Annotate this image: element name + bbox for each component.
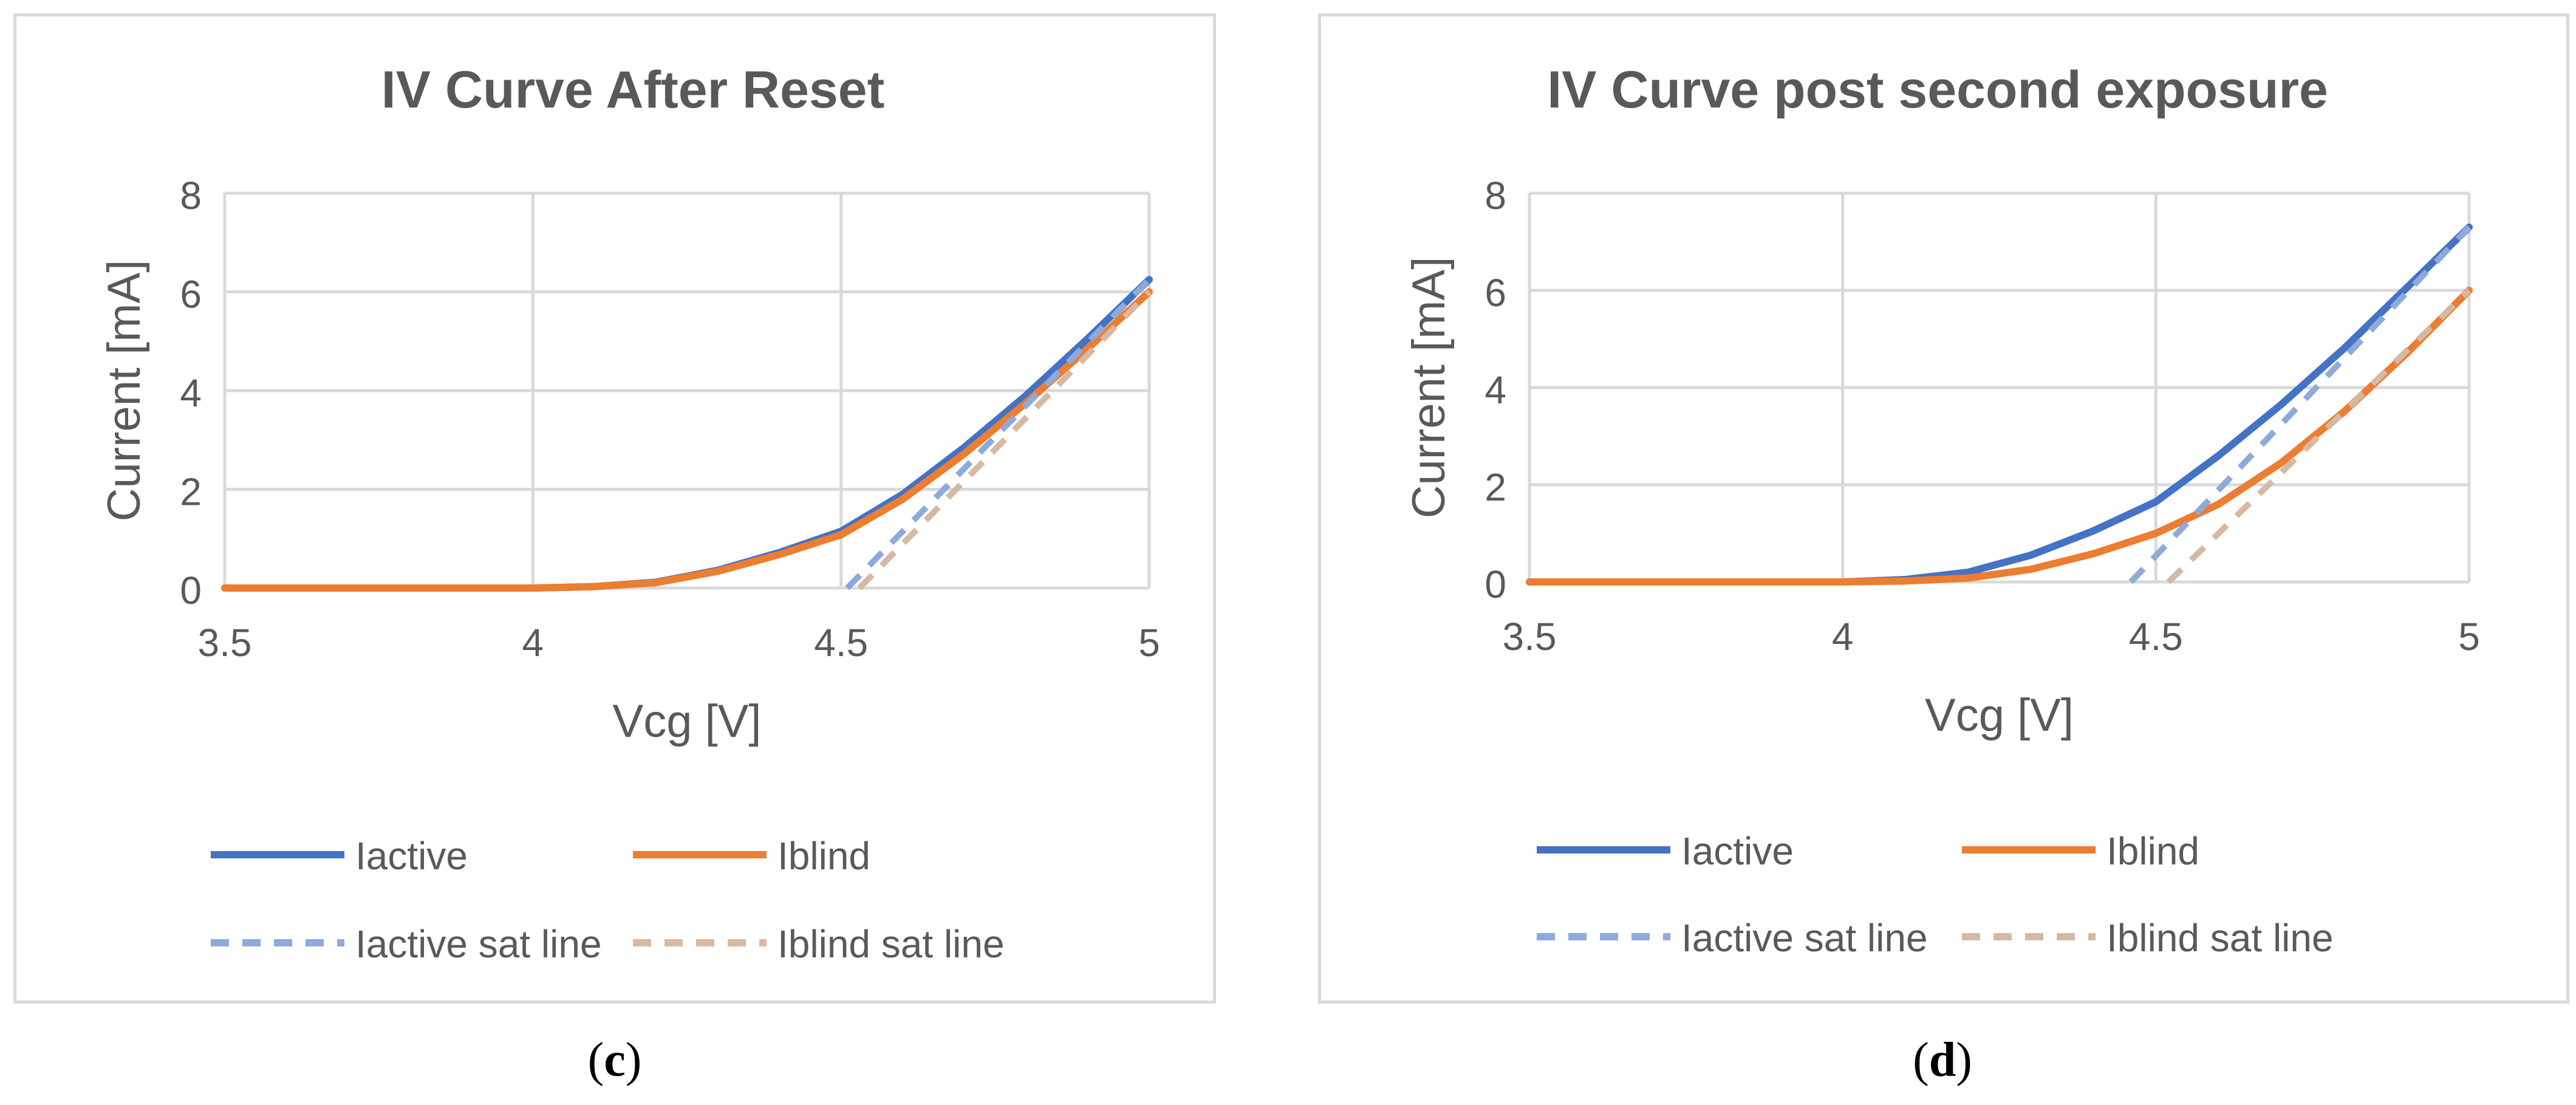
x-tick-label: 3.5: [1503, 615, 1557, 659]
legend-label: Iactive sat line: [355, 922, 602, 966]
x-tick-label: 3.5: [198, 621, 252, 665]
y-tick-label: 4: [180, 371, 202, 415]
y-axis-label: Current [mA]: [1403, 257, 1455, 519]
y-tick-label: 6: [1484, 271, 1506, 315]
legend-label: Iblind sat line: [2106, 916, 2334, 960]
x-axis-label: Vcg [V]: [613, 696, 762, 747]
series-line-iactive: [1526, 224, 2473, 586]
y-tick-label: 2: [180, 470, 202, 514]
legend-label: Iblind sat line: [777, 922, 1005, 966]
series-line-iblind-sat-line: [2166, 288, 2472, 584]
series-line-iactive-sat-line: [845, 277, 1152, 590]
x-tick-label: 4.5: [2129, 615, 2183, 659]
y-tick-label: 6: [180, 273, 202, 316]
y-tick-label: 4: [1484, 368, 1506, 412]
caption-d: (d): [1913, 1033, 1972, 1087]
series-line-iblind: [221, 288, 1153, 592]
chart-title: IV Curve post second exposure: [1547, 61, 2328, 119]
legend-label: Iactive: [1681, 829, 1794, 873]
y-axis-label: Current [mA]: [98, 260, 150, 522]
series-line-iblind-sat-line: [857, 290, 1152, 590]
caption-c-letter: c: [604, 1033, 626, 1087]
legend-label: Iactive: [355, 834, 468, 878]
x-tick-label: 4.5: [814, 621, 868, 665]
series-line-iactive: [221, 276, 1153, 592]
y-tick-label: 8: [1484, 174, 1506, 217]
x-tick-label: 5: [1138, 621, 1160, 665]
x-tick-label: 4: [1832, 615, 1854, 659]
series-line-iblind: [1526, 287, 2473, 586]
legend-label: Iblind: [2106, 829, 2199, 873]
x-tick-label: 5: [2458, 615, 2480, 659]
chart-c: IV Curve After Reset 0 2 4 6 8 3.5 4 4.5 5 Vcg [V]…: [98, 61, 1160, 966]
y-tick-label: 0: [180, 569, 202, 612]
series-line-iactive-sat-line: [2128, 225, 2472, 584]
chart-panel-d: IV Curve post second exposure 0 2 4 6 8 3.5 4 4.…: [1318, 13, 2569, 1004]
x-tick-label: 4: [522, 621, 544, 665]
chart-title: IV Curve After Reset: [381, 61, 884, 119]
chart-panel-c: IV Curve After Reset 0 2 4 6 8 3.5 4 4.5 5 Vcg [V]…: [13, 13, 1216, 1004]
legend-label: Iactive sat line: [1681, 916, 1928, 960]
chart-d: IV Curve post second exposure 0 2 4 6 8 3.5 4 4.…: [1403, 61, 2480, 960]
caption-d-letter: d: [1929, 1033, 1956, 1087]
y-tick-label: 0: [1484, 563, 1506, 606]
caption-c: (c): [587, 1033, 642, 1087]
y-tick-label: 8: [180, 174, 202, 217]
y-tick-label: 2: [1484, 465, 1506, 509]
legend-label: Iblind: [777, 834, 870, 878]
x-axis-label: Vcg [V]: [1925, 689, 2074, 741]
